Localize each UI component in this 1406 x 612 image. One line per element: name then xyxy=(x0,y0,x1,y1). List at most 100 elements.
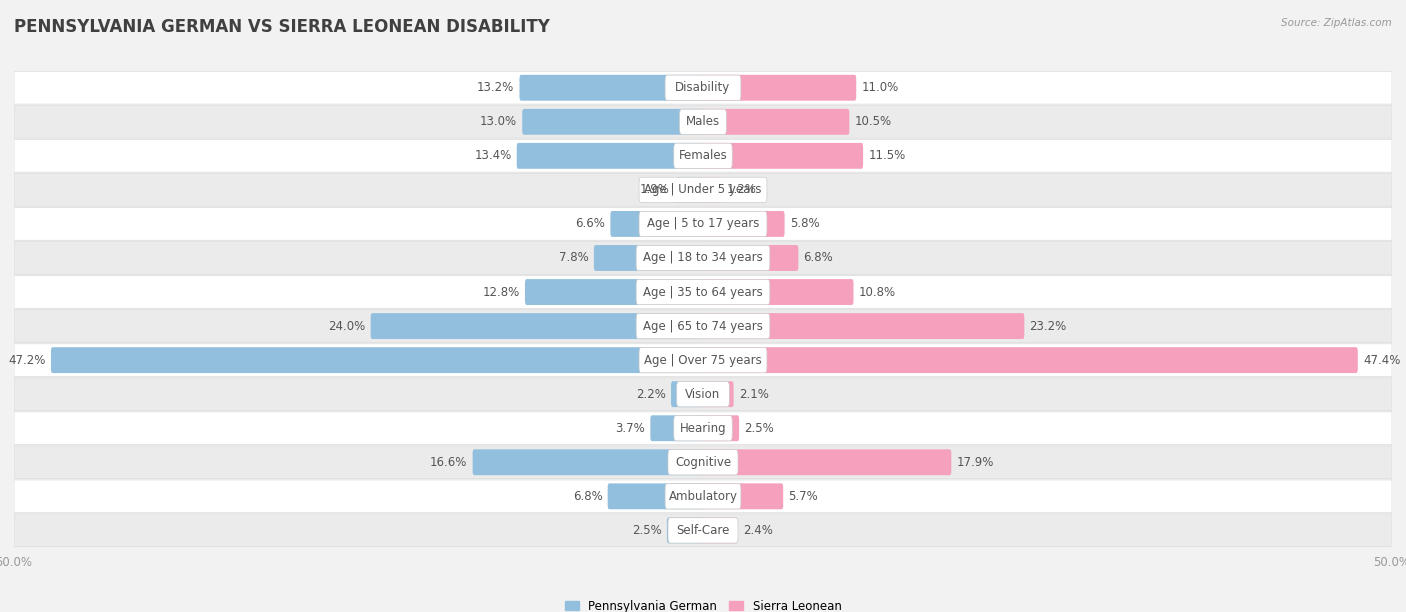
Text: Age | Over 75 years: Age | Over 75 years xyxy=(644,354,762,367)
Text: 13.4%: 13.4% xyxy=(474,149,512,162)
FancyBboxPatch shape xyxy=(14,446,1392,479)
Text: Age | 18 to 34 years: Age | 18 to 34 years xyxy=(643,252,763,264)
Text: 13.2%: 13.2% xyxy=(477,81,515,94)
FancyBboxPatch shape xyxy=(593,245,704,271)
FancyBboxPatch shape xyxy=(14,207,1392,241)
FancyBboxPatch shape xyxy=(702,177,721,203)
Text: 17.9%: 17.9% xyxy=(956,456,994,469)
FancyBboxPatch shape xyxy=(679,109,727,135)
FancyBboxPatch shape xyxy=(702,279,853,305)
Text: Ambulatory: Ambulatory xyxy=(668,490,738,503)
FancyBboxPatch shape xyxy=(673,143,733,168)
FancyBboxPatch shape xyxy=(472,449,704,475)
FancyBboxPatch shape xyxy=(14,310,1392,343)
FancyBboxPatch shape xyxy=(636,280,770,305)
Text: Disability: Disability xyxy=(675,81,731,94)
Text: 2.4%: 2.4% xyxy=(742,524,773,537)
FancyBboxPatch shape xyxy=(665,483,741,509)
Text: 6.6%: 6.6% xyxy=(575,217,605,231)
Text: 16.6%: 16.6% xyxy=(430,456,467,469)
FancyBboxPatch shape xyxy=(610,211,704,237)
Text: 2.2%: 2.2% xyxy=(636,387,666,401)
FancyBboxPatch shape xyxy=(636,245,770,271)
Text: 24.0%: 24.0% xyxy=(328,319,366,332)
FancyBboxPatch shape xyxy=(673,416,733,441)
Text: 5.8%: 5.8% xyxy=(790,217,820,231)
FancyBboxPatch shape xyxy=(14,72,1392,104)
FancyBboxPatch shape xyxy=(671,381,704,407)
FancyBboxPatch shape xyxy=(519,75,704,101)
FancyBboxPatch shape xyxy=(640,348,766,373)
FancyBboxPatch shape xyxy=(522,109,704,135)
FancyBboxPatch shape xyxy=(702,211,785,237)
FancyBboxPatch shape xyxy=(524,279,704,305)
Text: 11.0%: 11.0% xyxy=(862,81,898,94)
Text: 47.2%: 47.2% xyxy=(8,354,46,367)
Text: 5.7%: 5.7% xyxy=(789,490,818,503)
Text: 7.8%: 7.8% xyxy=(560,252,589,264)
FancyBboxPatch shape xyxy=(675,177,704,203)
Text: 2.1%: 2.1% xyxy=(738,387,769,401)
Text: Age | 35 to 64 years: Age | 35 to 64 years xyxy=(643,286,763,299)
Text: Hearing: Hearing xyxy=(679,422,727,435)
FancyBboxPatch shape xyxy=(702,517,738,543)
Text: 6.8%: 6.8% xyxy=(804,252,834,264)
FancyBboxPatch shape xyxy=(702,347,1358,373)
FancyBboxPatch shape xyxy=(14,344,1392,376)
FancyBboxPatch shape xyxy=(517,143,704,169)
Text: 3.7%: 3.7% xyxy=(616,422,645,435)
Text: Age | 5 to 17 years: Age | 5 to 17 years xyxy=(647,217,759,231)
FancyBboxPatch shape xyxy=(702,381,734,407)
FancyBboxPatch shape xyxy=(702,75,856,101)
FancyBboxPatch shape xyxy=(14,174,1392,206)
Text: Source: ZipAtlas.com: Source: ZipAtlas.com xyxy=(1281,18,1392,28)
Text: 6.8%: 6.8% xyxy=(572,490,602,503)
Text: 13.0%: 13.0% xyxy=(479,115,517,129)
Text: 10.5%: 10.5% xyxy=(855,115,891,129)
FancyBboxPatch shape xyxy=(14,242,1392,274)
FancyBboxPatch shape xyxy=(668,450,738,475)
FancyBboxPatch shape xyxy=(14,514,1392,547)
FancyBboxPatch shape xyxy=(668,518,738,543)
Text: PENNSYLVANIA GERMAN VS SIERRA LEONEAN DISABILITY: PENNSYLVANIA GERMAN VS SIERRA LEONEAN DI… xyxy=(14,18,550,36)
FancyBboxPatch shape xyxy=(702,483,783,509)
FancyBboxPatch shape xyxy=(651,416,704,441)
FancyBboxPatch shape xyxy=(702,313,1025,339)
FancyBboxPatch shape xyxy=(702,143,863,169)
Text: Age | 65 to 74 years: Age | 65 to 74 years xyxy=(643,319,763,332)
FancyBboxPatch shape xyxy=(14,140,1392,172)
Text: 10.8%: 10.8% xyxy=(859,286,896,299)
FancyBboxPatch shape xyxy=(666,517,704,543)
FancyBboxPatch shape xyxy=(640,177,766,203)
FancyBboxPatch shape xyxy=(702,449,952,475)
Text: Vision: Vision xyxy=(685,387,721,401)
FancyBboxPatch shape xyxy=(702,416,740,441)
Text: Males: Males xyxy=(686,115,720,129)
FancyBboxPatch shape xyxy=(14,378,1392,411)
FancyBboxPatch shape xyxy=(14,275,1392,308)
FancyBboxPatch shape xyxy=(51,347,704,373)
FancyBboxPatch shape xyxy=(14,412,1392,444)
Text: 1.9%: 1.9% xyxy=(640,184,669,196)
Legend: Pennsylvania German, Sierra Leonean: Pennsylvania German, Sierra Leonean xyxy=(565,600,841,612)
FancyBboxPatch shape xyxy=(702,109,849,135)
Text: 11.5%: 11.5% xyxy=(869,149,905,162)
FancyBboxPatch shape xyxy=(371,313,704,339)
Text: 2.5%: 2.5% xyxy=(631,524,662,537)
FancyBboxPatch shape xyxy=(665,75,741,100)
Text: 2.5%: 2.5% xyxy=(744,422,775,435)
Text: Age | Under 5 years: Age | Under 5 years xyxy=(644,184,762,196)
Text: 12.8%: 12.8% xyxy=(482,286,520,299)
FancyBboxPatch shape xyxy=(14,480,1392,513)
Text: 1.2%: 1.2% xyxy=(727,184,756,196)
Text: 23.2%: 23.2% xyxy=(1029,319,1067,332)
FancyBboxPatch shape xyxy=(636,313,770,338)
FancyBboxPatch shape xyxy=(702,245,799,271)
FancyBboxPatch shape xyxy=(607,483,704,509)
FancyBboxPatch shape xyxy=(676,381,730,407)
FancyBboxPatch shape xyxy=(640,211,766,237)
Text: 47.4%: 47.4% xyxy=(1362,354,1400,367)
Text: Cognitive: Cognitive xyxy=(675,456,731,469)
Text: Females: Females xyxy=(679,149,727,162)
Text: Self-Care: Self-Care xyxy=(676,524,730,537)
